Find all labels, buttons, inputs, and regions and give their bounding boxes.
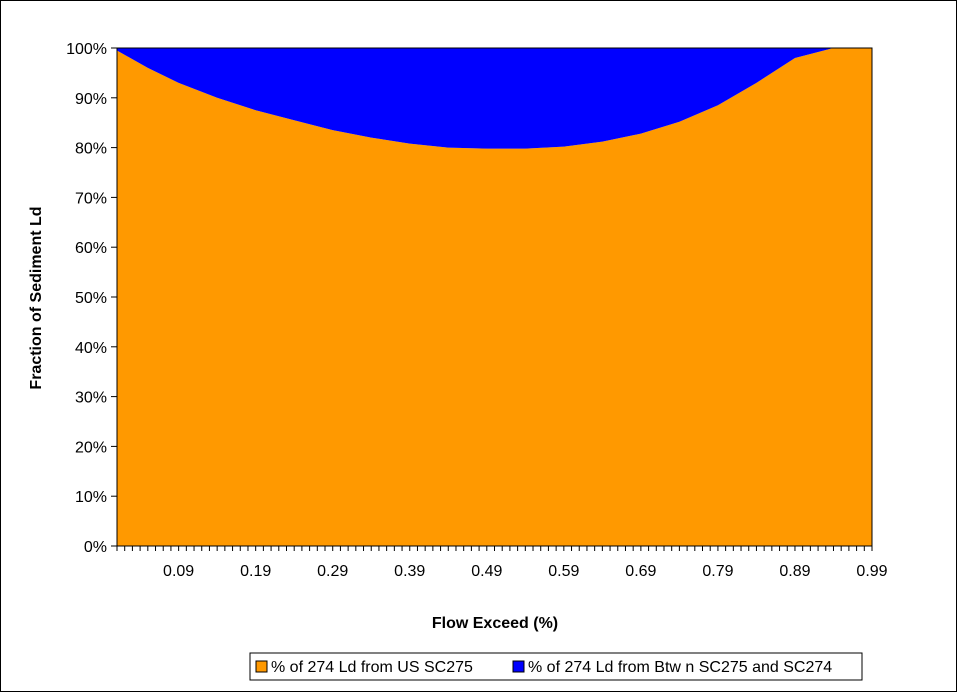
y-tick-label: 70% [75, 190, 107, 207]
x-tick-label: 0.19 [240, 563, 271, 580]
legend-swatch-us-sc275 [255, 660, 268, 673]
x-tick-label: 0.49 [471, 563, 502, 580]
y-tick-label: 30% [75, 390, 107, 407]
y-tick-label: 0% [84, 539, 107, 556]
x-tick-label: 0.39 [394, 563, 425, 580]
y-axis: 0% 10% 20% 30% 40% 50% 60% 70% 80% 90% 100% [66, 41, 117, 556]
y-tick-label: 10% [75, 489, 107, 506]
y-tick-label: 50% [75, 290, 107, 307]
y-tick-label: 60% [75, 240, 107, 257]
legend-label-btwn: % of 274 Ld from Btw n SC275 and SC274 [528, 659, 832, 676]
y-axis-title: Fraction of Sediment Ld [28, 206, 45, 389]
y-tick-label: 80% [75, 141, 107, 158]
area-btwn-sc275-sc274 [117, 48, 872, 149]
x-tick-label: 0.59 [548, 563, 579, 580]
legend-frame [249, 652, 863, 681]
y-tick-label: 90% [75, 91, 107, 108]
y-tick-label: 20% [75, 439, 107, 456]
x-axis-title: Flow Exceed (%) [432, 615, 558, 632]
x-tick-label: 0.99 [856, 563, 887, 580]
legend: % of 274 Ld from US SC275 % of 274 Ld fr… [249, 652, 863, 681]
legend-label-us-sc275: % of 274 Ld from US SC275 [271, 659, 473, 676]
area-us-sc275 [117, 48, 872, 546]
x-tick-label: 0.79 [702, 563, 733, 580]
x-tick-label: 0.09 [163, 563, 194, 580]
x-tick-label: 0.89 [779, 563, 810, 580]
x-tick-label: 0.29 [317, 563, 348, 580]
legend-swatch-btwn [512, 660, 525, 673]
plot-area [116, 47, 873, 547]
y-tick-label: 40% [75, 340, 107, 357]
x-tick-label: 0.69 [625, 563, 656, 580]
y-tick-label: 100% [66, 41, 107, 58]
x-axis: 0.09 0.19 0.29 0.39 0.49 0.59 0.69 0.79 0.89 0.99 [116, 546, 888, 580]
